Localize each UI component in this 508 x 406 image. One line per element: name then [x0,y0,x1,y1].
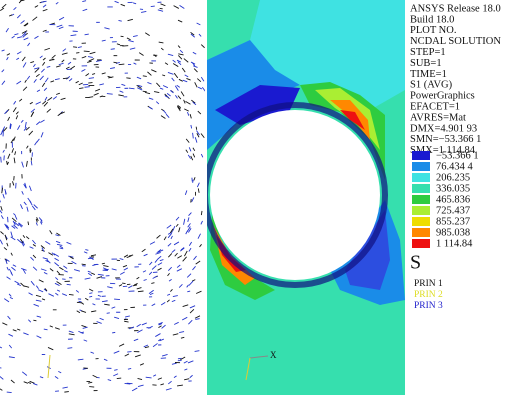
vector-arrow [143,91,147,92]
vector-arrow [121,36,124,37]
vector-arrow [107,94,113,95]
vector-arrow [127,352,131,353]
contour-plot: X [205,0,405,395]
header-line: Build 18.0 [410,14,454,25]
header-line: PowerGraphics [410,91,475,102]
header-line: AVRES=Mat [410,112,466,123]
vector-arrow [88,83,92,84]
vector-arrow [84,87,89,88]
page: X ANSYS Release 18.0Build 18.0PLOT NO.NC… [0,0,508,406]
legend-label: 206.235 [436,172,470,183]
hole [35,100,185,250]
legend-label: 725.437 [436,205,470,216]
vector-arrow [126,78,130,79]
header-line: TIME=1 [410,69,447,80]
vector-arrow [7,392,12,393]
header-line: SUB=1 [410,58,442,69]
vector-arrow [1,157,2,163]
legend-label: 985.038 [436,227,470,238]
legend-label: −53.366 1 [436,150,479,161]
vector-arrow [33,320,36,321]
header-line: EFACET=1 [410,102,460,113]
vector-legend-item: PRIN 1 [414,279,443,289]
vector-arrow [67,348,72,349]
vector-arrow [111,49,115,50]
legend-swatch [412,184,430,193]
legend-swatch [412,228,430,237]
vector-legend-item: PRIN 3 [414,301,443,311]
header-line: PLOT NO. [410,25,456,36]
hole [210,110,380,280]
legend-label: 855.237 [436,216,470,227]
vector-arrow [112,332,115,333]
screenshot: X ANSYS Release 18.0Build 18.0PLOT NO.NC… [0,0,508,401]
vector-arrow [196,127,197,130]
vector-arrow [67,284,71,285]
legend-swatch [412,162,430,171]
vector-plot [0,0,205,395]
vector-arrow [201,211,202,215]
legend-label: 465.836 [436,194,470,205]
legend-swatch [412,173,430,182]
header-line: S1 (AVG) [410,80,453,91]
triad-label: X [270,350,277,360]
vector-arrow [193,180,194,183]
header-line: SMN=−53.366 1 [410,134,481,145]
vector-arrow [178,358,182,359]
vector-arrow [89,387,94,388]
legend-label: 1 114.84 [436,238,473,249]
legend-symbol: S [410,252,421,274]
header-line: DMX=4.901 93 [410,123,477,134]
vector-arrow [143,76,147,77]
vector-arrow [69,294,74,295]
vector-arrow [122,283,125,284]
vector-arrow [7,161,8,164]
vector-arrow [89,293,92,294]
header-line: STEP=1 [410,47,446,58]
header-line: NCDAL SOLUTION [410,36,501,47]
legend-swatch [412,217,430,226]
legend-label: 76.434 4 [436,161,474,172]
legend-swatch [412,239,430,248]
legend-label: 336.035 [436,183,470,194]
vector-arrow [119,64,125,65]
divider [205,0,207,395]
legend-swatch [412,151,430,160]
header-line: ANSYS Release 18.0 [410,3,501,14]
vector-legend-item: PRIN 2 [414,290,443,300]
legend-swatch [412,195,430,204]
vector-arrow [64,392,68,393]
legend-swatch [412,206,430,215]
